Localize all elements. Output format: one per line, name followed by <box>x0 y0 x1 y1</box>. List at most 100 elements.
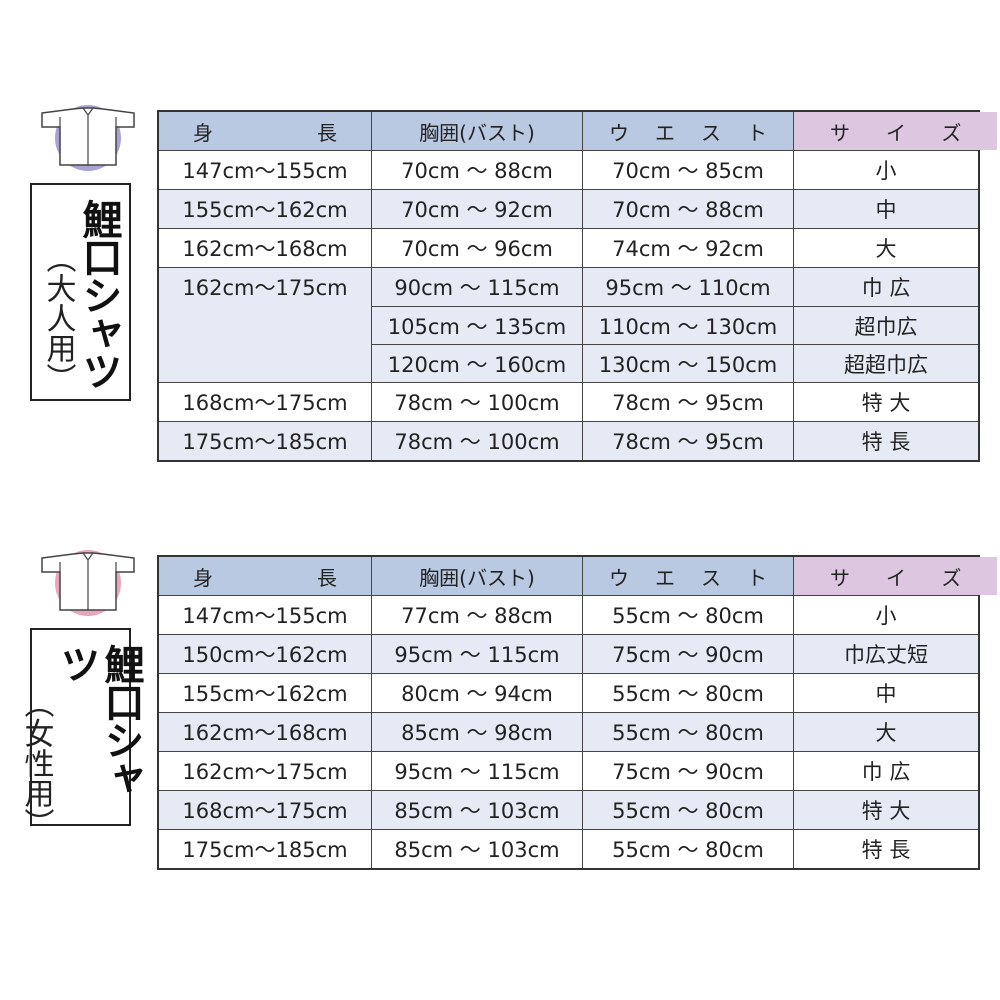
bust-cell: 78cm ～ 100cm <box>371 383 582 421</box>
waist-cell: 78cm ～ 95cm <box>582 383 793 421</box>
height-cell: 147cm～155cm <box>182 159 348 183</box>
size-cell: 超巾広 <box>793 306 978 344</box>
size-cell: 巾 広 <box>793 752 978 790</box>
waist-cell: 95cm ～ 110cm <box>582 268 793 306</box>
bust-cell: 120cm ～ 160cm <box>371 344 582 382</box>
size-cell: 中 <box>793 674 978 712</box>
shirt-icon <box>41 105 135 171</box>
size-cell: 巾 広 <box>793 268 978 306</box>
table-row: 175cm～185cm 85cm ～ 103cm 55cm ～ 80cm 特 長 <box>159 829 978 868</box>
height-cell: 155cm～162cm <box>182 682 348 706</box>
waist-cell: 55cm ～ 80cm <box>582 596 793 634</box>
header-label: サイズ <box>830 120 998 145</box>
column-header: ウエスト <box>582 557 793 595</box>
adult-label-box: 鯉口シャツ （大人用） <box>30 183 131 401</box>
bust-cell: 70cm ～ 92cm <box>371 190 582 228</box>
height-cell: 162cm～175cm <box>159 268 371 306</box>
bust-cell: 70cm ～ 88cm <box>371 151 582 189</box>
table-row: 150cm～162cm 95cm ～ 115cm 75cm ～ 90cm 巾広丈短 <box>159 634 978 673</box>
women-size-table: 身長胸囲(バスト) ウエスト サイズ 147cm～155cm 77cm ～ 88cm 55… <box>157 555 998 870</box>
column-header: サイズ <box>793 112 998 150</box>
header-char: 胸囲(バスト) <box>419 565 535 590</box>
waist-cell: 78cm ～ 95cm <box>582 422 793 460</box>
height-cell: 168cm～175cm <box>182 391 348 415</box>
column-header: 胸囲(バスト) <box>371 112 582 150</box>
header-label: サイズ <box>830 565 998 590</box>
size-cell: 小 <box>793 596 978 634</box>
height-cell: 168cm～175cm <box>159 791 371 829</box>
adult-size-table: 身長胸囲(バスト) ウエスト サイズ 147cm～155cm 70cm ～ 88cm 70… <box>157 110 998 462</box>
height-cell: 175cm～185cm <box>182 838 348 862</box>
bust-cell: 78cm ～ 100cm <box>371 422 582 460</box>
height-cell: 162cm～175cm <box>182 760 348 784</box>
header-label: ウエスト <box>609 565 793 590</box>
table-row: 175cm～185cm 78cm ～ 100cm 78cm ～ 95cm 特 長 <box>159 421 978 460</box>
waist-cell: 75cm ～ 90cm <box>582 752 793 790</box>
size-cell: 巾広丈短 <box>793 635 978 673</box>
bust-cell: 105cm ～ 135cm <box>371 306 582 344</box>
size-cell: 特 大 <box>793 791 978 829</box>
waist-cell: 70cm ～ 85cm <box>582 151 793 189</box>
height-cell: 147cm～155cm <box>182 604 348 628</box>
height-cell: 162cm～168cm <box>182 237 348 261</box>
table-row: 162cm～168cm 85cm ～ 98cm 55cm ～ 80cm 大 <box>159 712 978 751</box>
bust-cell: 80cm ～ 94cm <box>371 674 582 712</box>
height-cell: 175cm～185cm <box>159 422 371 460</box>
table-row: 162cm～175cm 95cm ～ 115cm 75cm ～ 90cm 巾 広 <box>159 751 978 790</box>
column-header: 身長 <box>159 557 371 595</box>
header-char: 胸囲(バスト) <box>419 120 535 145</box>
size-cell: 超超巾広 <box>793 344 978 382</box>
waist-cell: 74cm ～ 92cm <box>582 229 793 267</box>
table-row: 168cm～175cm 78cm ～ 100cm 78cm ～ 95cm 特 大 <box>159 382 978 421</box>
size-cell: 特 長 <box>793 830 978 868</box>
women-label-box: 鯉口シャツ （女性用） <box>19 628 144 838</box>
table-row: 162cm～175cm 90cm ～ 115cm 95cm ～ 110cm 巾 広 <box>159 267 978 306</box>
height-cell <box>159 344 371 382</box>
bust-cell: 77cm ～ 88cm <box>371 596 582 634</box>
waist-cell: 55cm ～ 80cm <box>582 791 793 829</box>
shirt-icon <box>41 550 135 616</box>
waist-cell: 55cm ～ 80cm <box>582 713 793 751</box>
waist-cell: 130cm ～ 150cm <box>582 344 793 382</box>
bust-cell: 95cm ～ 115cm <box>371 635 582 673</box>
adult-subtitle: （大人用） <box>40 243 76 393</box>
bust-cell: 70cm ～ 96cm <box>371 229 582 267</box>
size-cell: 大 <box>793 229 978 267</box>
table-row: 168cm～175cm 85cm ～ 103cm 55cm ～ 80cm 特 大 <box>159 790 978 829</box>
column-header: 身長 <box>159 112 371 150</box>
height-cell: 162cm～168cm <box>159 713 371 751</box>
bust-cell: 85cm ～ 98cm <box>371 713 582 751</box>
table-row: 155cm～162cm 70cm ～ 92cm 70cm ～ 88cm 中 <box>159 189 978 228</box>
header-char: 身 <box>193 565 213 590</box>
column-header: 胸囲(バスト) <box>371 557 582 595</box>
table-row: 105cm ～ 135cm 110cm ～ 130cm 超巾広 <box>159 306 978 344</box>
size-cell: 特 長 <box>793 422 978 460</box>
size-cell: 小 <box>793 151 978 189</box>
header-row: 身長胸囲(バスト) ウエスト サイズ <box>159 557 998 595</box>
column-header: ウエスト <box>582 112 793 150</box>
table-row: 147cm～155cm 70cm ～ 88cm 70cm ～ 85cm 小 <box>159 150 978 189</box>
table-row: 155cm～162cm 80cm ～ 94cm 55cm ～ 80cm 中 <box>159 673 978 712</box>
waist-cell: 75cm ～ 90cm <box>582 635 793 673</box>
bust-cell: 85cm ～ 103cm <box>371 830 582 868</box>
column-header: サイズ <box>793 557 998 595</box>
women-title: 鯉口シャツ <box>53 644 144 796</box>
header-label: ウエスト <box>609 120 793 145</box>
height-cell <box>159 306 371 344</box>
header-row: 身長胸囲(バスト) ウエスト サイズ <box>159 112 998 150</box>
table-row: 120cm ～ 160cm 130cm ～ 150cm 超超巾広 <box>159 344 978 382</box>
header-char: 身 <box>193 120 213 145</box>
bust-cell: 95cm ～ 115cm <box>371 752 582 790</box>
height-cell: 150cm～162cm <box>159 635 371 673</box>
header-char: 長 <box>317 565 337 590</box>
table-row: 162cm～168cm 70cm ～ 96cm 74cm ～ 92cm 大 <box>159 228 978 267</box>
waist-cell: 55cm ～ 80cm <box>582 674 793 712</box>
header-char: 長 <box>317 120 337 145</box>
size-cell: 大 <box>793 713 978 751</box>
height-cell: 155cm～162cm <box>159 190 371 228</box>
bust-cell: 90cm ～ 115cm <box>371 268 582 306</box>
waist-cell: 55cm ～ 80cm <box>582 830 793 868</box>
women-subtitle: （女性用） <box>18 688 54 838</box>
waist-cell: 70cm ～ 88cm <box>582 190 793 228</box>
waist-cell: 110cm ～ 130cm <box>582 306 793 344</box>
